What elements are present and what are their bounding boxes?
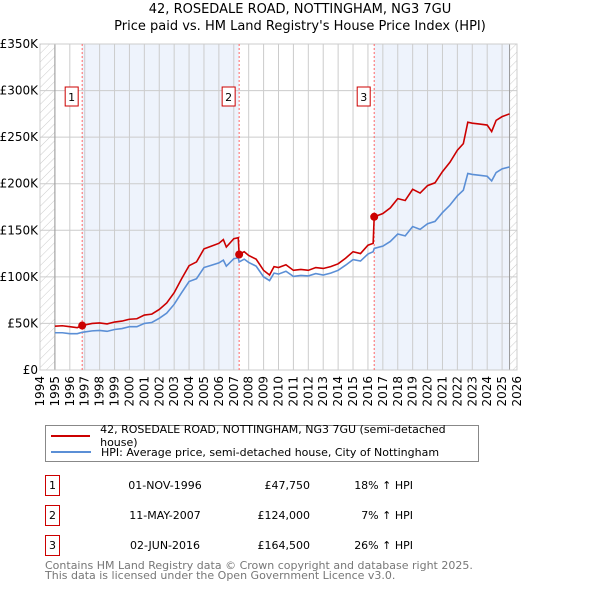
x-tick-label: 2004 bbox=[182, 376, 196, 407]
transaction-hpi: 7% ↑ HPI bbox=[361, 509, 413, 522]
hatched-region bbox=[40, 44, 55, 370]
legend-swatch-red bbox=[51, 435, 91, 437]
legend: 42, ROSEDALE ROAD, NOTTINGHAM, NG3 7GU (… bbox=[45, 423, 479, 462]
x-tick-label: 2022 bbox=[450, 376, 464, 407]
x-tick-label: 2000 bbox=[122, 376, 136, 407]
x-tick-label: 2007 bbox=[227, 376, 241, 407]
x-tick-label: 1999 bbox=[108, 376, 122, 407]
legend-swatch-blue bbox=[51, 451, 91, 453]
transaction-date: 02-JUN-2016 bbox=[129, 539, 201, 552]
transaction-badge: 3 bbox=[45, 535, 60, 556]
footer: Contains HM Land Registry data © Crown c… bbox=[45, 559, 473, 582]
property-price-line bbox=[54, 113, 510, 329]
legend-item-property: 42, ROSEDALE ROAD, NOTTINGHAM, NG3 7GU (… bbox=[51, 423, 478, 449]
y-tick-label: £250K bbox=[0, 130, 39, 144]
x-tick-label: 2002 bbox=[152, 376, 166, 407]
legend-item-hpi: HPI: Average price, semi-detached house,… bbox=[51, 444, 439, 460]
x-tick-label: 1998 bbox=[93, 376, 107, 407]
x-tick-label: 2014 bbox=[331, 376, 345, 407]
sale-label-box bbox=[221, 86, 236, 107]
x-tick-label: 2001 bbox=[137, 376, 151, 407]
legend-label: 42, ROSEDALE ROAD, NOTTINGHAM, NG3 7GU (… bbox=[100, 423, 446, 449]
x-tick-label: 1995 bbox=[48, 376, 62, 407]
transaction-price: £124,000 bbox=[257, 509, 311, 522]
x-tick-label: 2019 bbox=[406, 376, 420, 407]
x-tick-label: 1997 bbox=[78, 376, 92, 407]
x-tick-label: 2013 bbox=[316, 376, 330, 407]
transaction-hpi: 26% ↑ HPI bbox=[354, 539, 413, 552]
x-tick-label: 2024 bbox=[480, 376, 494, 407]
x-tick-label: 2023 bbox=[465, 376, 479, 407]
hatched-region bbox=[509, 44, 517, 370]
transaction-date: 11-MAY-2007 bbox=[129, 509, 201, 522]
shaded-period bbox=[82, 44, 240, 370]
sale-label: 3 bbox=[360, 91, 367, 104]
y-tick-label: £50K bbox=[7, 316, 39, 330]
y-tick-label: £100K bbox=[0, 270, 39, 284]
x-tick-label: 2021 bbox=[435, 376, 449, 407]
x-tick-label: 2015 bbox=[346, 376, 360, 407]
x-tick-label: 1996 bbox=[63, 376, 77, 407]
x-tick-label: 2025 bbox=[495, 376, 509, 407]
x-tick-label: 2012 bbox=[301, 376, 315, 407]
y-tick-label: £0 bbox=[23, 363, 38, 377]
x-tick-label: 2003 bbox=[167, 376, 181, 407]
x-tick-label: 2017 bbox=[376, 376, 390, 407]
y-tick-label: £350K bbox=[0, 37, 39, 51]
footer-line: Contains HM Land Registry data © Crown c… bbox=[45, 559, 473, 572]
x-tick-label: 2016 bbox=[361, 376, 375, 407]
price-chart: 1994 1995 1996 1997 1998 1999 2000 2001 2002 2003… bbox=[0, 37, 524, 407]
x-tick-label: 2006 bbox=[212, 376, 226, 407]
shaded-period bbox=[374, 44, 510, 370]
transaction-hpi: 18% ↑ HPI bbox=[354, 479, 413, 492]
transaction-price: £47,750 bbox=[264, 479, 311, 492]
y-tick-label: £300K bbox=[0, 84, 39, 98]
sale-label-box bbox=[356, 86, 371, 107]
sale-point bbox=[370, 212, 379, 221]
sale-label: 2 bbox=[225, 91, 232, 104]
footer-line: This data is licensed under the Open Gov… bbox=[45, 569, 396, 582]
transaction-badge: 2 bbox=[45, 505, 60, 526]
x-tick-label: 2026 bbox=[510, 376, 524, 407]
x-tick-label: 2020 bbox=[421, 376, 435, 407]
chart-title: 42, ROSEDALE ROAD, NOTTINGHAM, NG3 7GU bbox=[148, 2, 452, 17]
transaction-date: 01-NOV-1996 bbox=[128, 479, 202, 492]
x-tick-label: 2011 bbox=[286, 376, 300, 407]
y-tick-label: £200K bbox=[0, 177, 39, 191]
x-tick-label: 2018 bbox=[391, 376, 405, 407]
hpi-line bbox=[54, 166, 510, 335]
x-tick-label: 2005 bbox=[197, 376, 211, 407]
legend-label: HPI: Average price, semi-detached house,… bbox=[101, 445, 440, 459]
sale-label: 1 bbox=[68, 91, 75, 104]
sale-label-box bbox=[64, 86, 79, 107]
x-tick-label: 2009 bbox=[257, 376, 271, 407]
x-tick-label: 2010 bbox=[272, 376, 286, 407]
plot-border bbox=[39, 43, 518, 371]
transaction-price: £164,500 bbox=[257, 539, 311, 552]
sale-point bbox=[78, 321, 87, 330]
x-tick-label: 1994 bbox=[33, 376, 47, 407]
transaction-badge: 1 bbox=[45, 475, 60, 496]
chart-subtitle: Price paid vs. HM Land Registry's House … bbox=[114, 19, 486, 34]
x-tick-label: 2008 bbox=[242, 376, 256, 407]
sale-point bbox=[235, 250, 244, 259]
y-tick-label: £150K bbox=[0, 223, 39, 237]
